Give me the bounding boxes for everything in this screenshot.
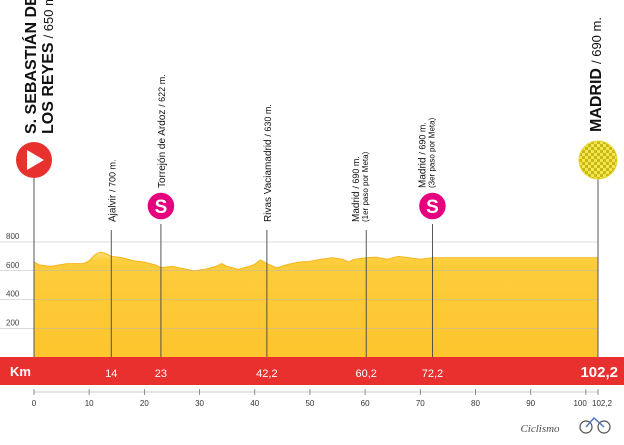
- waypoint-name: Torrejón de Ardoz / 622 m.: [157, 74, 168, 188]
- start-name-line2-text: LOS REYES: [40, 42, 57, 134]
- waypoint-altitude: / 690 m.: [351, 156, 361, 189]
- waypoint-name: Madrid / 690 m.: [417, 122, 428, 188]
- start-altitude: / 650 m.: [41, 0, 56, 38]
- waypoint-town: Torrejón de Ardoz: [157, 107, 168, 188]
- waypoint-altitude: / 630 m.: [263, 104, 273, 137]
- x-tick-label: 20: [140, 399, 149, 408]
- y-tick-label: 800: [6, 232, 20, 241]
- x-tick-label: 102,2: [592, 399, 613, 408]
- waypoint-town: Ajalvir: [107, 192, 118, 222]
- waypoint-km-label: 23: [155, 368, 167, 380]
- x-tick-label: 80: [471, 399, 480, 408]
- x-axis: 0 10 20 30 40 50 60 70 80 90 100 102,2: [32, 389, 613, 408]
- waypoint-km-label: 42,2: [256, 368, 277, 380]
- km-bar-values: 14 23 42,2 60,2 72,2: [105, 368, 443, 380]
- elevation-area: [34, 252, 598, 357]
- x-tick-label: 10: [85, 399, 94, 408]
- y-tick-label: 600: [6, 261, 20, 270]
- x-tick-label: 0: [32, 399, 37, 408]
- finish-name: MADRID / 690 m.: [588, 17, 605, 132]
- x-tick-label: 40: [250, 399, 259, 408]
- x-tick-label: 100: [573, 399, 587, 408]
- y-tick-label: 400: [6, 290, 20, 299]
- waypoint-town: Rivas Vaciamadrid: [263, 137, 274, 222]
- waypoint-altitude: / 622 m.: [157, 74, 167, 107]
- x-tick-label: 30: [195, 399, 204, 408]
- svg-text:Ciclismo: Ciclismo: [520, 423, 560, 435]
- start-icon: [16, 142, 52, 178]
- waypoint-name: Rivas Vaciamadrid / 630 m.: [263, 104, 274, 222]
- x-tick-label: 90: [526, 399, 535, 408]
- x-tick-label: 60: [361, 399, 370, 408]
- waypoint-note: (3er paso por Meta): [427, 117, 436, 188]
- waypoint-town: Madrid: [417, 155, 428, 188]
- elevation-line: [33, 251, 598, 272]
- waypoint-name: Ajalvir / 700 m.: [107, 159, 118, 222]
- x-tick-label: 70: [416, 399, 425, 408]
- waypoint-labels: Ajalvir / 700 m. Torrejón de Ardoz / 622 …: [107, 74, 436, 222]
- y-axis: 200 400 600 800: [6, 232, 20, 327]
- x-tick-label: 50: [305, 399, 314, 408]
- waypoint-name: Madrid / 690 m.: [351, 156, 362, 222]
- waypoint-altitude: / 700 m.: [107, 159, 117, 192]
- km-bar: [0, 357, 624, 385]
- sprint-s-icon: S: [417, 191, 448, 221]
- waypoint-km-label: 72,2: [422, 368, 443, 380]
- sprint-s-icon: S: [146, 191, 176, 221]
- logo-watermark: Ciclismo: [520, 417, 611, 435]
- start-name-line1: S. SEBASTIÁN DE: [21, 0, 40, 134]
- grid-lines: [0, 241, 598, 329]
- km-total: 102,2: [580, 364, 618, 381]
- waypoint-note: (1er paso por Meta): [361, 151, 370, 222]
- finish-altitude: / 690 m.: [589, 17, 604, 64]
- sprint-s-letter: S: [426, 197, 439, 218]
- waypoint-altitude: / 690 m.: [417, 122, 427, 155]
- start-name-line2: LOS REYES / 650 m.: [40, 0, 57, 134]
- sprint-s-letter: S: [155, 197, 168, 218]
- y-tick-label: 200: [6, 318, 20, 327]
- finish-name-text: MADRID: [588, 68, 605, 132]
- checkered-flag-icon: [578, 140, 618, 180]
- waypoint-km-label: 14: [105, 368, 117, 380]
- waypoint-km-label: 60,2: [356, 368, 377, 380]
- waypoint-town: Madrid: [351, 189, 362, 222]
- km-bar-label: Km: [10, 364, 31, 379]
- waypoint-lines: [110, 224, 433, 357]
